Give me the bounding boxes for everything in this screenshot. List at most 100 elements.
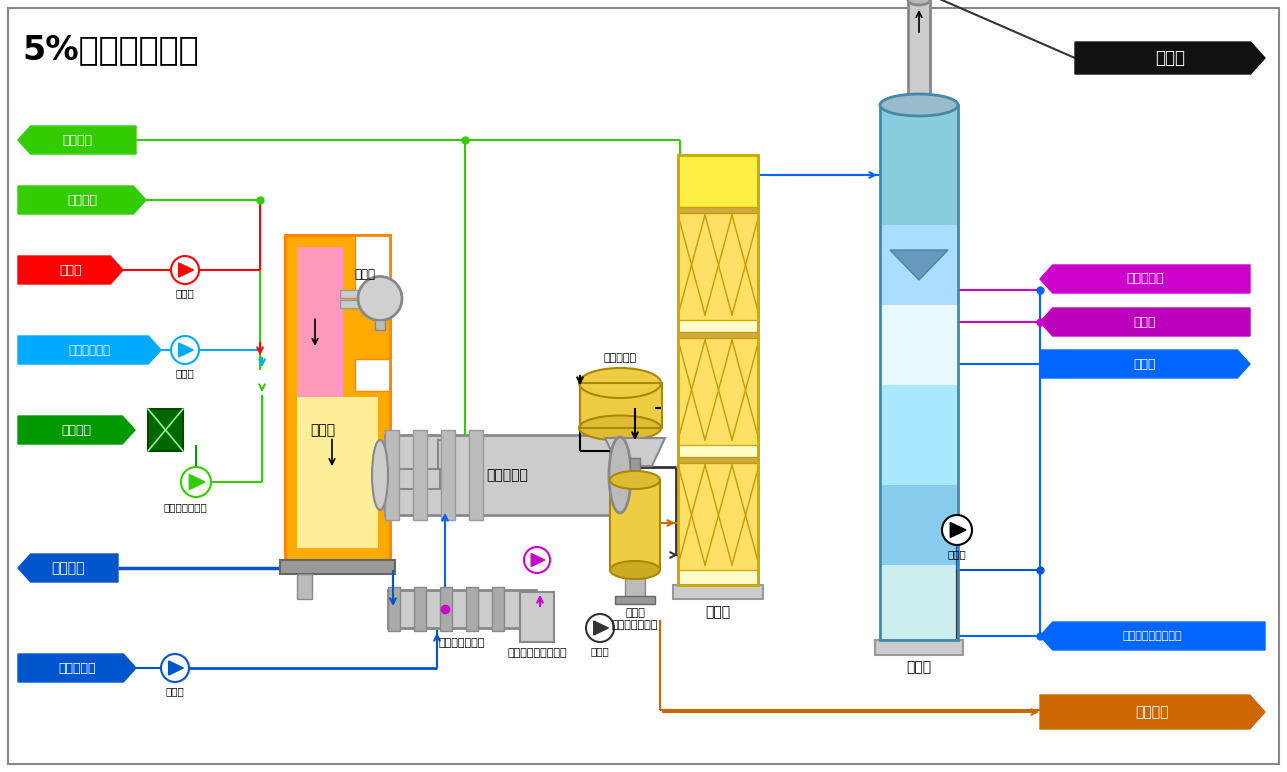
Bar — [466, 587, 477, 631]
Bar — [385, 435, 610, 515]
Bar — [438, 440, 453, 469]
Bar — [340, 300, 362, 307]
Text: 吸収塔: 吸収塔 — [705, 605, 731, 619]
Text: 薬注ポンプユニット: 薬注ポンプユニット — [507, 648, 566, 658]
Bar — [880, 181, 958, 259]
Text: 除害塔: 除害塔 — [906, 660, 932, 674]
Bar — [284, 235, 390, 560]
Text: ポンプ: ポンプ — [591, 646, 609, 656]
Bar — [468, 430, 483, 520]
Text: ボイラ給水: ボイラ給水 — [58, 662, 95, 675]
Bar — [297, 574, 311, 599]
Polygon shape — [593, 621, 609, 635]
Bar — [880, 385, 958, 485]
Text: 燃焼空気: 燃焼空気 — [62, 424, 91, 436]
Circle shape — [524, 547, 550, 573]
Text: ポンプ: ポンプ — [166, 686, 184, 696]
Bar — [909, 0, 931, 115]
Bar — [355, 358, 390, 391]
Ellipse shape — [579, 368, 662, 398]
Polygon shape — [950, 523, 967, 537]
Circle shape — [181, 467, 211, 497]
Bar — [880, 485, 958, 565]
Text: 回収塩酸槽: 回収塩酸槽 — [604, 353, 637, 363]
Text: 回収塩酸: 回収塩酸 — [1135, 705, 1170, 719]
Text: 苛性ソーダ: 苛性ソーダ — [1126, 273, 1163, 286]
Ellipse shape — [609, 437, 631, 513]
Ellipse shape — [579, 415, 662, 441]
Bar — [148, 409, 183, 451]
Circle shape — [942, 515, 972, 545]
Bar — [297, 247, 344, 397]
Circle shape — [171, 256, 199, 284]
Bar — [678, 155, 758, 585]
Bar — [355, 235, 390, 300]
Text: 噴霧媒体: 噴霧媒体 — [67, 194, 97, 206]
Text: ポンプ: ポンプ — [175, 368, 194, 378]
Bar — [340, 290, 362, 297]
Bar — [441, 430, 456, 520]
Text: 廃熱ボイラ: 廃熱ボイラ — [486, 468, 529, 482]
Bar — [625, 578, 645, 598]
Bar — [413, 430, 427, 520]
Polygon shape — [1040, 308, 1250, 336]
Circle shape — [161, 654, 189, 682]
Bar — [880, 409, 958, 487]
Bar — [492, 587, 505, 631]
Bar — [385, 469, 440, 489]
Polygon shape — [532, 554, 544, 567]
Polygon shape — [18, 416, 135, 444]
Text: 5%塩酸回収装置: 5%塩酸回収装置 — [22, 33, 198, 66]
Bar — [880, 305, 958, 385]
Text: ポンプ: ポンプ — [947, 549, 967, 559]
Text: 燃焼器: 燃焼器 — [354, 269, 376, 282]
Bar — [297, 397, 378, 548]
Polygon shape — [179, 343, 193, 357]
Polygon shape — [605, 438, 665, 466]
Bar — [385, 430, 399, 520]
Polygon shape — [891, 250, 949, 280]
Bar — [387, 590, 535, 628]
Bar — [678, 460, 758, 570]
Polygon shape — [18, 126, 136, 154]
Bar — [880, 565, 958, 640]
Bar — [678, 155, 758, 585]
Ellipse shape — [880, 94, 958, 116]
Polygon shape — [18, 186, 145, 214]
Text: 燃焼空気ブロワ: 燃焼空気ブロワ — [163, 502, 207, 512]
Bar — [678, 457, 758, 463]
Bar — [678, 207, 758, 213]
Bar — [387, 587, 400, 631]
Polygon shape — [18, 654, 136, 682]
Polygon shape — [18, 554, 118, 582]
Bar — [678, 332, 758, 338]
Ellipse shape — [610, 561, 660, 579]
Bar — [520, 592, 553, 642]
Bar — [615, 596, 655, 604]
Bar — [414, 587, 426, 631]
Text: 純水または工業用水: 純水または工業用水 — [1122, 631, 1183, 641]
Bar — [678, 155, 758, 210]
Text: 冷却缶
（液中燃焼缶）: 冷却缶 （液中燃焼缶） — [611, 608, 658, 630]
Bar — [880, 225, 958, 305]
Text: 排　水: 排 水 — [1134, 357, 1156, 371]
Bar — [880, 105, 958, 225]
Bar — [880, 105, 958, 640]
Bar — [610, 480, 660, 570]
Polygon shape — [1040, 265, 1250, 293]
Bar — [580, 383, 662, 428]
Ellipse shape — [610, 471, 660, 489]
Polygon shape — [189, 475, 205, 489]
Polygon shape — [1075, 42, 1265, 74]
Text: 塩酸含有廃液: 塩酸含有廃液 — [68, 344, 111, 357]
Bar — [875, 640, 963, 655]
Ellipse shape — [909, 0, 931, 5]
Polygon shape — [18, 256, 124, 284]
Polygon shape — [179, 263, 193, 277]
Bar — [880, 257, 958, 335]
Text: 回収蔗気: 回収蔗気 — [62, 134, 91, 147]
Text: ブロー水: ブロー水 — [51, 561, 85, 575]
Bar — [880, 333, 958, 411]
Bar — [580, 383, 662, 428]
Polygon shape — [1040, 695, 1265, 729]
